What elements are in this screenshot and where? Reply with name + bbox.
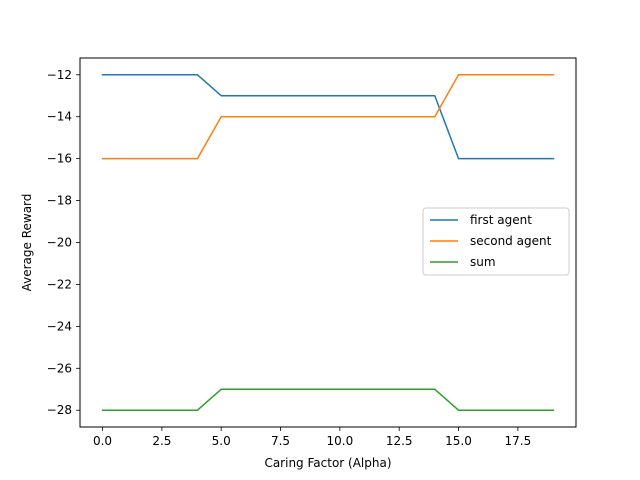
- series-line-2: [101, 74, 555, 160]
- y-axis-ticks: −12 −14 −16 −18 −20 −22 −24 −26 −28: [47, 68, 80, 417]
- x-tick-label: 5.0: [212, 434, 231, 448]
- series-lines: [101, 74, 555, 411]
- y-tick-label: −14: [47, 110, 72, 124]
- x-tick-label: 10.0: [327, 434, 354, 448]
- y-tick-label: −20: [47, 236, 72, 250]
- x-tick-label: 7.5: [271, 434, 290, 448]
- y-tick-label: −26: [47, 361, 72, 375]
- y-tick-label: −22: [47, 277, 72, 291]
- y-tick-label: −16: [47, 152, 72, 166]
- x-tick-label: 17.5: [504, 434, 531, 448]
- legend-box: [422, 207, 570, 276]
- y-tick-label: −24: [47, 319, 72, 333]
- y-axis-label: Average Reward: [20, 194, 34, 292]
- y-tick-label: −28: [47, 403, 72, 417]
- x-tick-label: 15.0: [445, 434, 472, 448]
- series-line-3: [101, 388, 555, 411]
- x-tick-label: 0.0: [93, 434, 112, 448]
- legend: first agent second agent sum: [422, 207, 570, 276]
- x-axis-label: Caring Factor (Alpha): [264, 456, 391, 470]
- series-line-1: [101, 74, 555, 160]
- x-axis-ticks: 0.0 2.5 5.0 7.5 10.0 12.5 15.0 17.5: [93, 427, 531, 448]
- x-tick-label: 2.5: [152, 434, 171, 448]
- legend-label-2: second agent: [470, 234, 552, 248]
- x-tick-label: 12.5: [386, 434, 413, 448]
- legend-label-1: first agent: [470, 213, 532, 227]
- y-tick-label: −18: [47, 194, 72, 208]
- y-tick-label: −12: [47, 68, 72, 82]
- legend-label-3: sum: [470, 255, 496, 269]
- plot-frame: [79, 57, 577, 428]
